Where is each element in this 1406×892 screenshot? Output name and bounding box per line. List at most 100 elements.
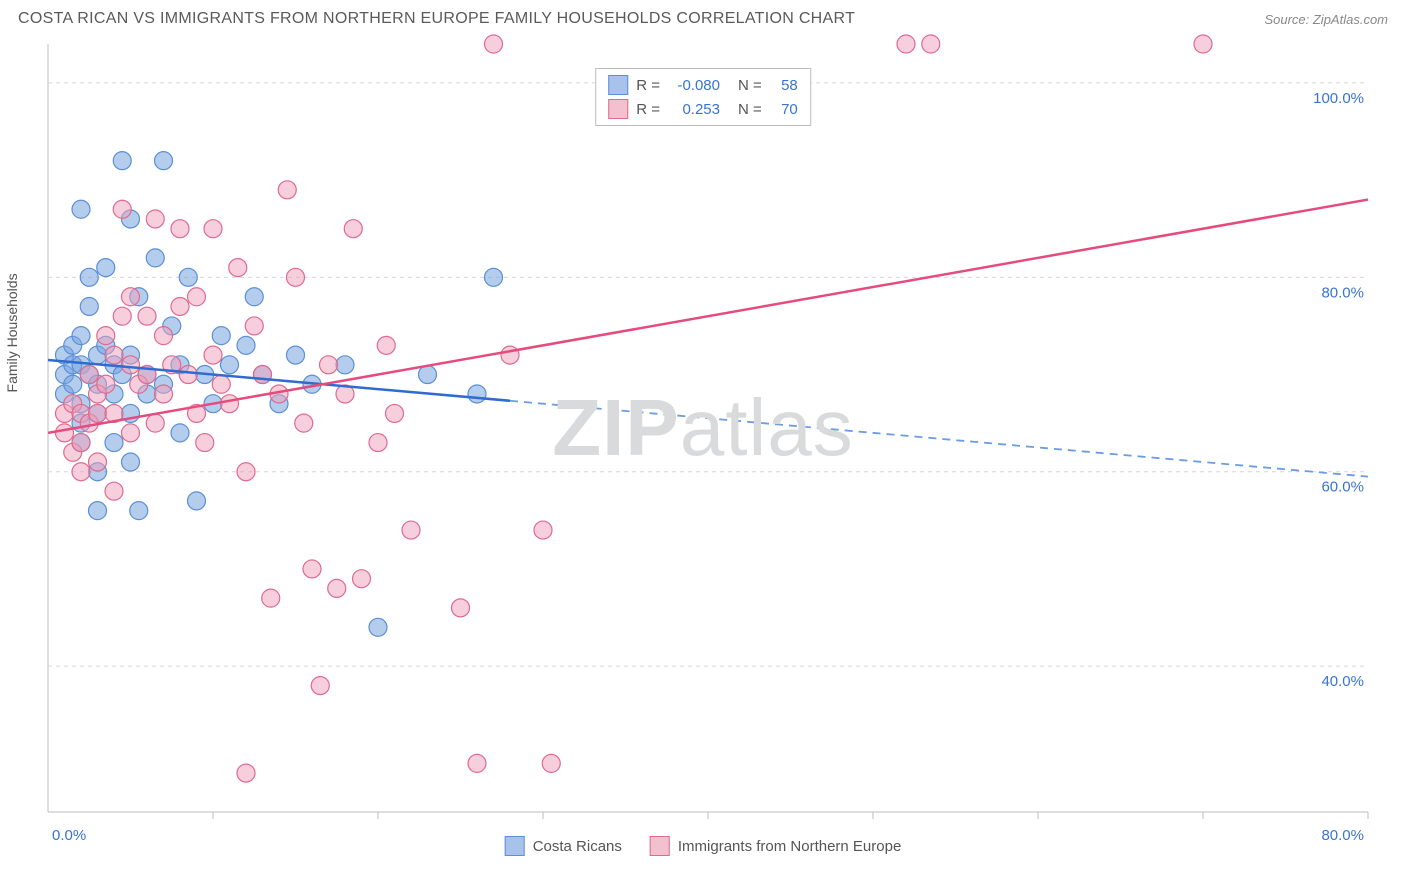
data-point bbox=[171, 424, 189, 442]
data-point bbox=[377, 336, 395, 354]
svg-text:0.0%: 0.0% bbox=[52, 827, 86, 844]
svg-text:100.0%: 100.0% bbox=[1313, 90, 1364, 107]
data-point bbox=[221, 356, 239, 374]
stat-n-value: 70 bbox=[770, 101, 798, 118]
data-point bbox=[328, 579, 346, 597]
stats-box: R = -0.080 N = 58 R = 0.253 N = 70 bbox=[595, 68, 811, 126]
stats-row: R = -0.080 N = 58 bbox=[596, 73, 810, 97]
data-point bbox=[402, 521, 420, 539]
svg-text:40.0%: 40.0% bbox=[1321, 673, 1364, 690]
svg-text:80.0%: 80.0% bbox=[1321, 284, 1364, 301]
chart-title: COSTA RICAN VS IMMIGRANTS FROM NORTHERN … bbox=[18, 10, 855, 28]
legend-label: Costa Ricans bbox=[533, 838, 622, 855]
data-point bbox=[501, 346, 519, 364]
data-point bbox=[89, 453, 107, 471]
data-point bbox=[204, 220, 222, 238]
data-point bbox=[452, 599, 470, 617]
data-point bbox=[155, 385, 173, 403]
data-point bbox=[245, 317, 263, 335]
data-point bbox=[237, 463, 255, 481]
stat-n-label: N = bbox=[738, 101, 762, 118]
data-point bbox=[262, 589, 280, 607]
data-point bbox=[105, 434, 123, 452]
data-point bbox=[89, 502, 107, 520]
data-point bbox=[138, 307, 156, 325]
data-point bbox=[89, 404, 107, 422]
legend-swatch bbox=[650, 836, 670, 856]
bottom-legend: Costa Ricans Immigrants from Northern Eur… bbox=[505, 836, 902, 856]
data-point bbox=[179, 268, 197, 286]
data-point bbox=[369, 618, 387, 636]
svg-text:80.0%: 80.0% bbox=[1321, 827, 1364, 844]
legend-swatch bbox=[608, 75, 628, 95]
stat-r-label: R = bbox=[636, 77, 660, 94]
stat-n-value: 58 bbox=[770, 77, 798, 94]
data-point bbox=[344, 220, 362, 238]
source-label: Source: ZipAtlas.com bbox=[1264, 12, 1388, 27]
stats-row: R = 0.253 N = 70 bbox=[596, 97, 810, 121]
data-point bbox=[419, 366, 437, 384]
data-point bbox=[171, 297, 189, 315]
legend-label: Immigrants from Northern Europe bbox=[678, 838, 901, 855]
data-point bbox=[64, 375, 82, 393]
data-point bbox=[311, 677, 329, 695]
data-point bbox=[320, 356, 338, 374]
data-point bbox=[146, 414, 164, 432]
data-point bbox=[534, 521, 552, 539]
data-point bbox=[171, 220, 189, 238]
data-point bbox=[237, 764, 255, 782]
data-point bbox=[386, 404, 404, 422]
data-point bbox=[212, 327, 230, 345]
data-point bbox=[278, 181, 296, 199]
data-point bbox=[188, 288, 206, 306]
legend-item: Immigrants from Northern Europe bbox=[650, 836, 901, 856]
data-point bbox=[80, 366, 98, 384]
stat-n-label: N = bbox=[738, 77, 762, 94]
data-point bbox=[72, 463, 90, 481]
data-point bbox=[80, 268, 98, 286]
data-point bbox=[542, 754, 560, 772]
chart-container: Family Households ZIPatlas 40.0%60.0%80.… bbox=[18, 34, 1388, 854]
data-point bbox=[196, 434, 214, 452]
data-point bbox=[122, 356, 140, 374]
data-point bbox=[80, 297, 98, 315]
chart-svg: 40.0% 60.0% 80.0% 100.0% 0.0% 80.0% bbox=[18, 34, 1388, 854]
legend-swatch bbox=[505, 836, 525, 856]
data-point bbox=[146, 249, 164, 267]
data-point bbox=[122, 288, 140, 306]
data-point bbox=[1194, 35, 1212, 53]
data-point bbox=[245, 288, 263, 306]
data-point bbox=[113, 152, 131, 170]
data-point bbox=[287, 268, 305, 286]
data-point bbox=[179, 366, 197, 384]
data-point bbox=[212, 375, 230, 393]
data-point bbox=[97, 259, 115, 277]
data-point bbox=[122, 453, 140, 471]
stat-r-label: R = bbox=[636, 101, 660, 118]
data-point bbox=[287, 346, 305, 364]
data-point bbox=[146, 210, 164, 228]
data-point bbox=[369, 434, 387, 452]
data-point bbox=[72, 327, 90, 345]
data-point bbox=[353, 570, 371, 588]
data-point bbox=[155, 327, 173, 345]
data-point bbox=[155, 152, 173, 170]
data-point bbox=[122, 424, 140, 442]
data-point bbox=[72, 434, 90, 452]
data-point bbox=[72, 200, 90, 218]
svg-text:60.0%: 60.0% bbox=[1321, 479, 1364, 496]
data-point bbox=[188, 492, 206, 510]
data-point bbox=[105, 482, 123, 500]
stat-r-value: -0.080 bbox=[668, 77, 720, 94]
legend-swatch bbox=[608, 99, 628, 119]
data-point bbox=[56, 424, 74, 442]
data-point bbox=[97, 375, 115, 393]
data-point bbox=[229, 259, 247, 277]
data-point bbox=[204, 346, 222, 364]
data-point bbox=[97, 327, 115, 345]
data-point bbox=[130, 502, 148, 520]
data-point bbox=[897, 35, 915, 53]
stat-r-value: 0.253 bbox=[668, 101, 720, 118]
data-point bbox=[468, 754, 486, 772]
trend-line-solid bbox=[48, 200, 1368, 433]
